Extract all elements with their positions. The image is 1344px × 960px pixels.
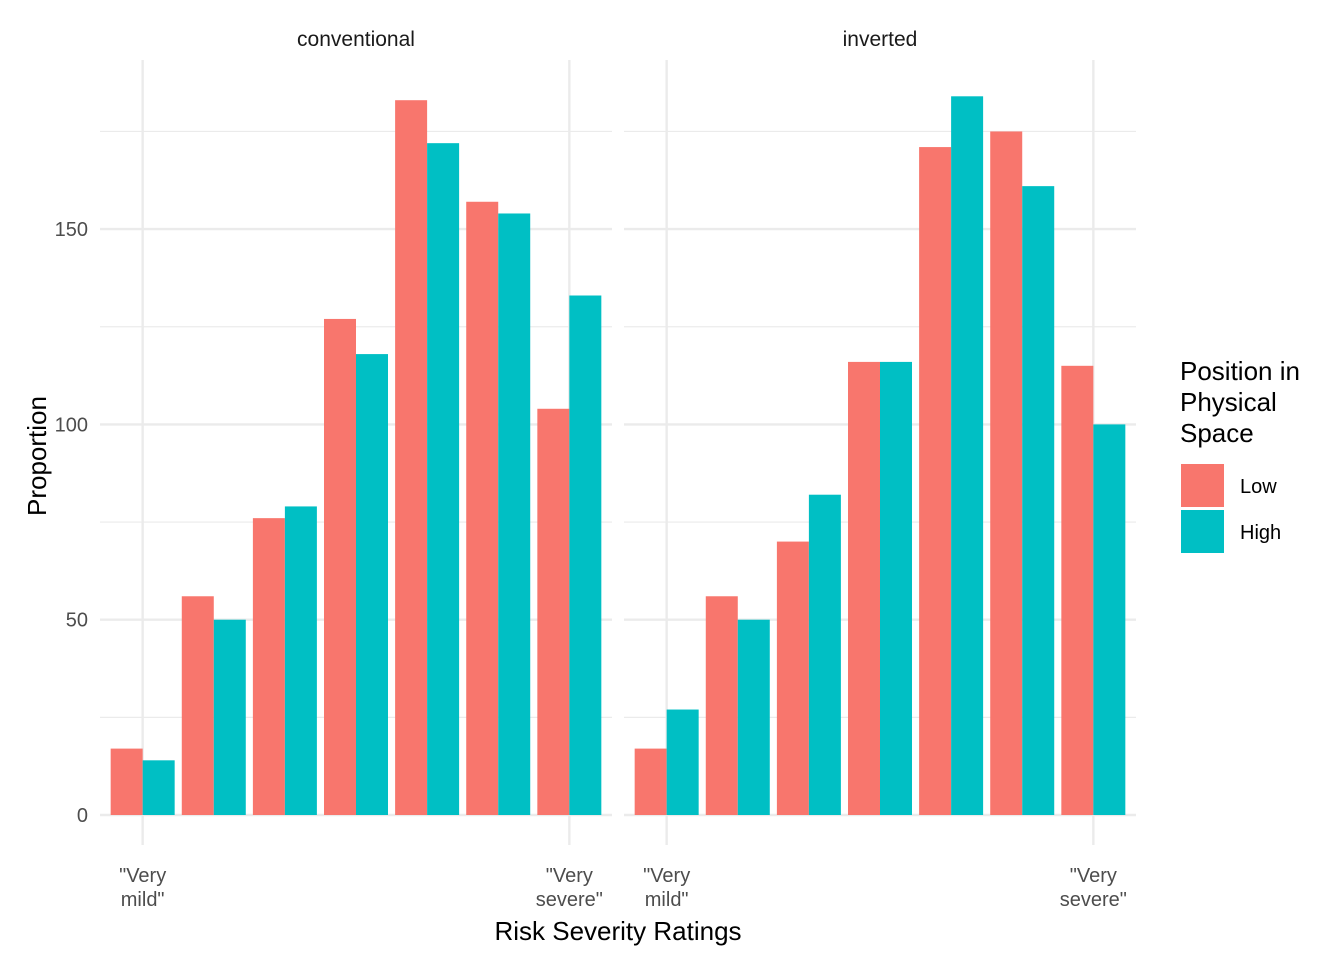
bar-inverted-low-3: [776, 541, 809, 815]
y-tick-label: 100: [55, 414, 88, 436]
bar-conventional-high-3: [284, 506, 317, 815]
y-tick-label: 150: [55, 219, 88, 241]
legend-title: Physical: [1180, 387, 1277, 417]
facet-panels: conventional"Verymild""Verysevere"invert…: [100, 28, 1136, 911]
bar-inverted-high-1: [666, 709, 699, 815]
legend-title: Position in: [1180, 356, 1300, 386]
bar-inverted-low-5: [919, 147, 952, 816]
y-tick-label: 50: [66, 610, 88, 632]
bar-conventional-low-6: [466, 201, 499, 815]
bar-inverted-low-4: [848, 361, 880, 815]
bar-inverted-low-1: [634, 748, 667, 815]
bar-conventional-low-5: [395, 100, 428, 815]
facet-strip-label: conventional: [297, 28, 415, 51]
legend-key-high: [1181, 510, 1224, 553]
x-tick-label: "Very: [1070, 865, 1117, 887]
legend-label-high: High: [1240, 522, 1281, 544]
x-axis-title: Risk Severity Ratings: [494, 916, 741, 946]
bar-inverted-low-7: [1061, 365, 1094, 815]
bar-conventional-high-2: [213, 619, 246, 815]
y-tick-label: 0: [77, 805, 88, 827]
bar-inverted-high-4: [880, 361, 912, 815]
x-tick-label: "Very: [546, 865, 593, 887]
bar-conventional-low-1: [110, 748, 143, 815]
bar-conventional-high-6: [498, 213, 531, 815]
x-tick-label: "Very: [119, 865, 166, 887]
x-tick-label: severe": [1060, 889, 1127, 911]
bar-conventional-low-7: [537, 408, 570, 815]
legend-label-low: Low: [1240, 476, 1277, 498]
bar-conventional-high-4: [356, 354, 388, 815]
bar-conventional-high-1: [142, 760, 175, 815]
bar-conventional-low-4: [324, 318, 356, 815]
bar-inverted-high-2: [737, 619, 770, 815]
x-tick-label: mild": [121, 889, 165, 911]
y-axis-title: Proportion: [22, 396, 52, 516]
x-tick-label: "Very: [643, 865, 690, 887]
bar-inverted-high-3: [808, 494, 841, 815]
bar-inverted-low-2: [705, 596, 738, 815]
x-tick-label: severe": [536, 889, 603, 911]
bar-conventional-high-5: [427, 143, 460, 816]
bar-inverted-low-6: [990, 131, 1023, 815]
bar-conventional-low-2: [181, 596, 214, 815]
facet-strip-label: inverted: [843, 28, 918, 51]
y-axis: 0 50 100 150: [55, 219, 88, 827]
bar-inverted-high-5: [951, 96, 984, 815]
x-tick-label: mild": [645, 889, 689, 911]
bar-inverted-high-7: [1093, 424, 1126, 815]
bar-inverted-high-6: [1022, 186, 1055, 815]
bar-conventional-low-3: [252, 518, 285, 815]
legend-title: Space: [1180, 418, 1254, 448]
legend-key-low: [1181, 464, 1224, 507]
bar-conventional-high-7: [569, 295, 602, 815]
